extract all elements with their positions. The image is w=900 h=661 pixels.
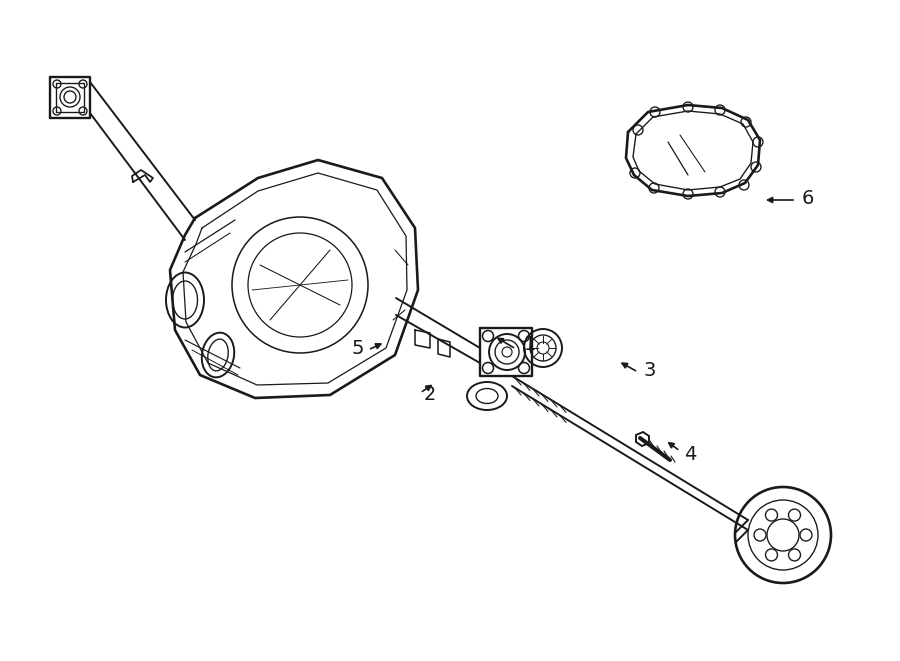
Text: 3: 3 <box>644 360 656 379</box>
Text: 1: 1 <box>524 336 536 354</box>
Text: 2: 2 <box>424 385 436 405</box>
Text: 5: 5 <box>352 338 365 358</box>
Text: 4: 4 <box>684 446 697 465</box>
Text: 6: 6 <box>802 188 814 208</box>
